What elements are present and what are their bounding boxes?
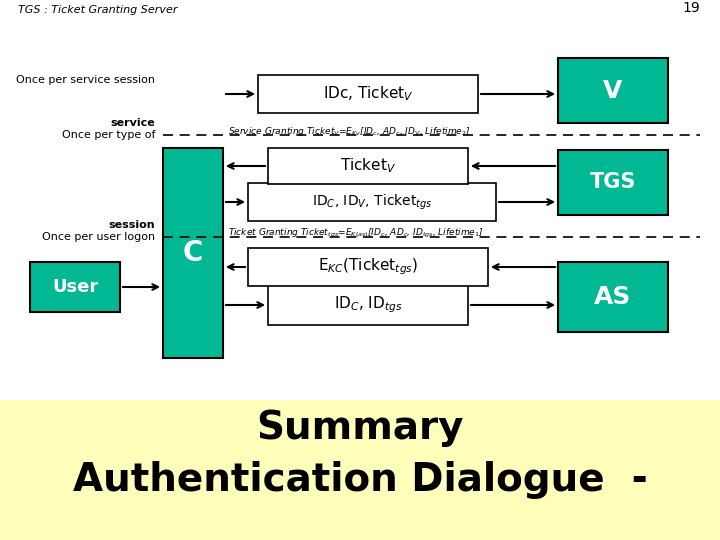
Text: AS: AS [594,285,631,309]
Bar [258,75,478,113]
Bar [558,262,668,332]
Text: Ticket Granting Ticket$_{tgs}$=E$_{K(as)}$[ID$_c$, AD$_c$, ID$_{tgs}$, Lifetime$: Ticket Granting Ticket$_{tgs}$=E$_{K(as)… [228,227,484,240]
Bar [163,148,223,358]
Text: Ticket$_V$: Ticket$_V$ [340,157,396,176]
Bar [268,148,468,184]
Text: C: C [183,239,203,267]
Text: TGS : Ticket Granting Server: TGS : Ticket Granting Server [18,5,178,15]
Text: TGS: TGS [590,172,636,192]
Text: 19: 19 [683,1,700,15]
Text: Service Granting Ticket$_V$=E$_{Kv}$[ID$_c$, AD$_c$, ID$_{V}$, Lifetime$_2$]: Service Granting Ticket$_V$=E$_{Kv}$[ID$… [228,125,471,138]
Bar [558,58,668,123]
Text: E$_{KC}$(Ticket$_{tgs}$): E$_{KC}$(Ticket$_{tgs}$) [318,256,418,278]
Bar [0,400,720,540]
Text: Once per type of: Once per type of [61,130,155,140]
Text: Once per service session: Once per service session [16,75,155,85]
Text: service: service [110,118,155,128]
Bar [30,262,120,312]
Text: User: User [52,278,98,296]
Bar [558,150,668,215]
Text: ID$_C$, ID$_{tgs}$: ID$_C$, ID$_{tgs}$ [333,295,402,315]
Text: IDc, Ticket$_V$: IDc, Ticket$_V$ [323,85,413,103]
Bar [248,183,496,221]
Text: V: V [603,78,623,103]
Text: Once per user logon: Once per user logon [42,232,155,242]
Bar [248,248,488,286]
Bar [268,285,468,325]
Text: ID$_C$, ID$_V$, Ticket$_{tgs}$: ID$_C$, ID$_V$, Ticket$_{tgs}$ [312,192,432,212]
Text: Summary: Summary [256,409,464,447]
Text: Authentication Dialogue  -: Authentication Dialogue - [73,461,647,499]
Text: session: session [109,220,155,230]
